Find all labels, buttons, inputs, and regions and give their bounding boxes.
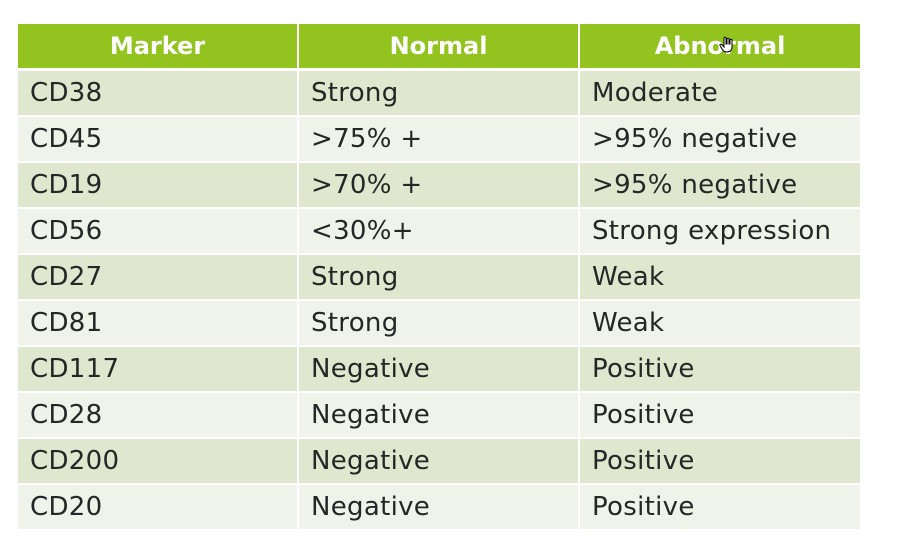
cell-marker: CD28: [18, 392, 299, 439]
cell-abnormal: >95% negative: [579, 116, 860, 163]
cell-normal: Negative: [298, 438, 580, 485]
cell-marker: CD56: [18, 208, 299, 255]
cell-normal: Negative: [298, 484, 580, 531]
table-row: CD20 Negative Positive: [18, 484, 860, 531]
cell-normal: >75% +: [298, 116, 580, 163]
table-row: CD38 Strong Moderate: [18, 69, 860, 117]
cell-abnormal: Positive: [579, 392, 860, 439]
cell-normal: <30%+: [298, 208, 580, 255]
cell-marker: CD45: [18, 116, 299, 163]
table-row: CD19 >70% + >95% negative: [18, 162, 860, 209]
cell-marker: CD81: [18, 300, 299, 347]
cell-abnormal: Strong expression: [579, 208, 860, 255]
header-abnormal: Abnormal: [579, 24, 860, 71]
cell-abnormal: Weak: [579, 300, 860, 347]
hand-cursor-icon: [719, 36, 733, 53]
cell-abnormal: >95% negative: [579, 162, 860, 209]
cell-abnormal: Weak: [579, 254, 860, 301]
cell-abnormal: Moderate: [579, 69, 860, 117]
cell-normal: Strong: [298, 254, 580, 301]
cell-abnormal: Positive: [579, 484, 860, 531]
marker-table: Marker Normal Abnormal CD38 Strong Moder…: [18, 24, 860, 531]
cell-normal: >70% +: [298, 162, 580, 209]
cell-marker: CD117: [18, 346, 299, 393]
table-row: CD117 Negative Positive: [18, 346, 860, 393]
header-normal: Normal: [298, 24, 580, 71]
cell-abnormal: Positive: [579, 346, 860, 393]
table-row: CD45 >75% + >95% negative: [18, 116, 860, 163]
cell-normal: Negative: [298, 392, 580, 439]
table-row: CD200 Negative Positive: [18, 438, 860, 485]
cell-marker: CD200: [18, 438, 299, 485]
cell-normal: Strong: [298, 300, 580, 347]
header-marker: Marker: [18, 24, 299, 71]
cell-marker: CD20: [18, 484, 299, 531]
table-row: CD56 <30%+ Strong expression: [18, 208, 860, 255]
cell-normal: Strong: [298, 69, 580, 117]
table-row: CD27 Strong Weak: [18, 254, 860, 301]
table-row: CD28 Negative Positive: [18, 392, 860, 439]
table-row: CD81 Strong Weak: [18, 300, 860, 347]
cell-marker: CD38: [18, 69, 299, 117]
cell-abnormal: Positive: [579, 438, 860, 485]
table-header-row: Marker Normal Abnormal: [18, 24, 860, 71]
cell-marker: CD19: [18, 162, 299, 209]
cell-marker: CD27: [18, 254, 299, 301]
cell-normal: Negative: [298, 346, 580, 393]
